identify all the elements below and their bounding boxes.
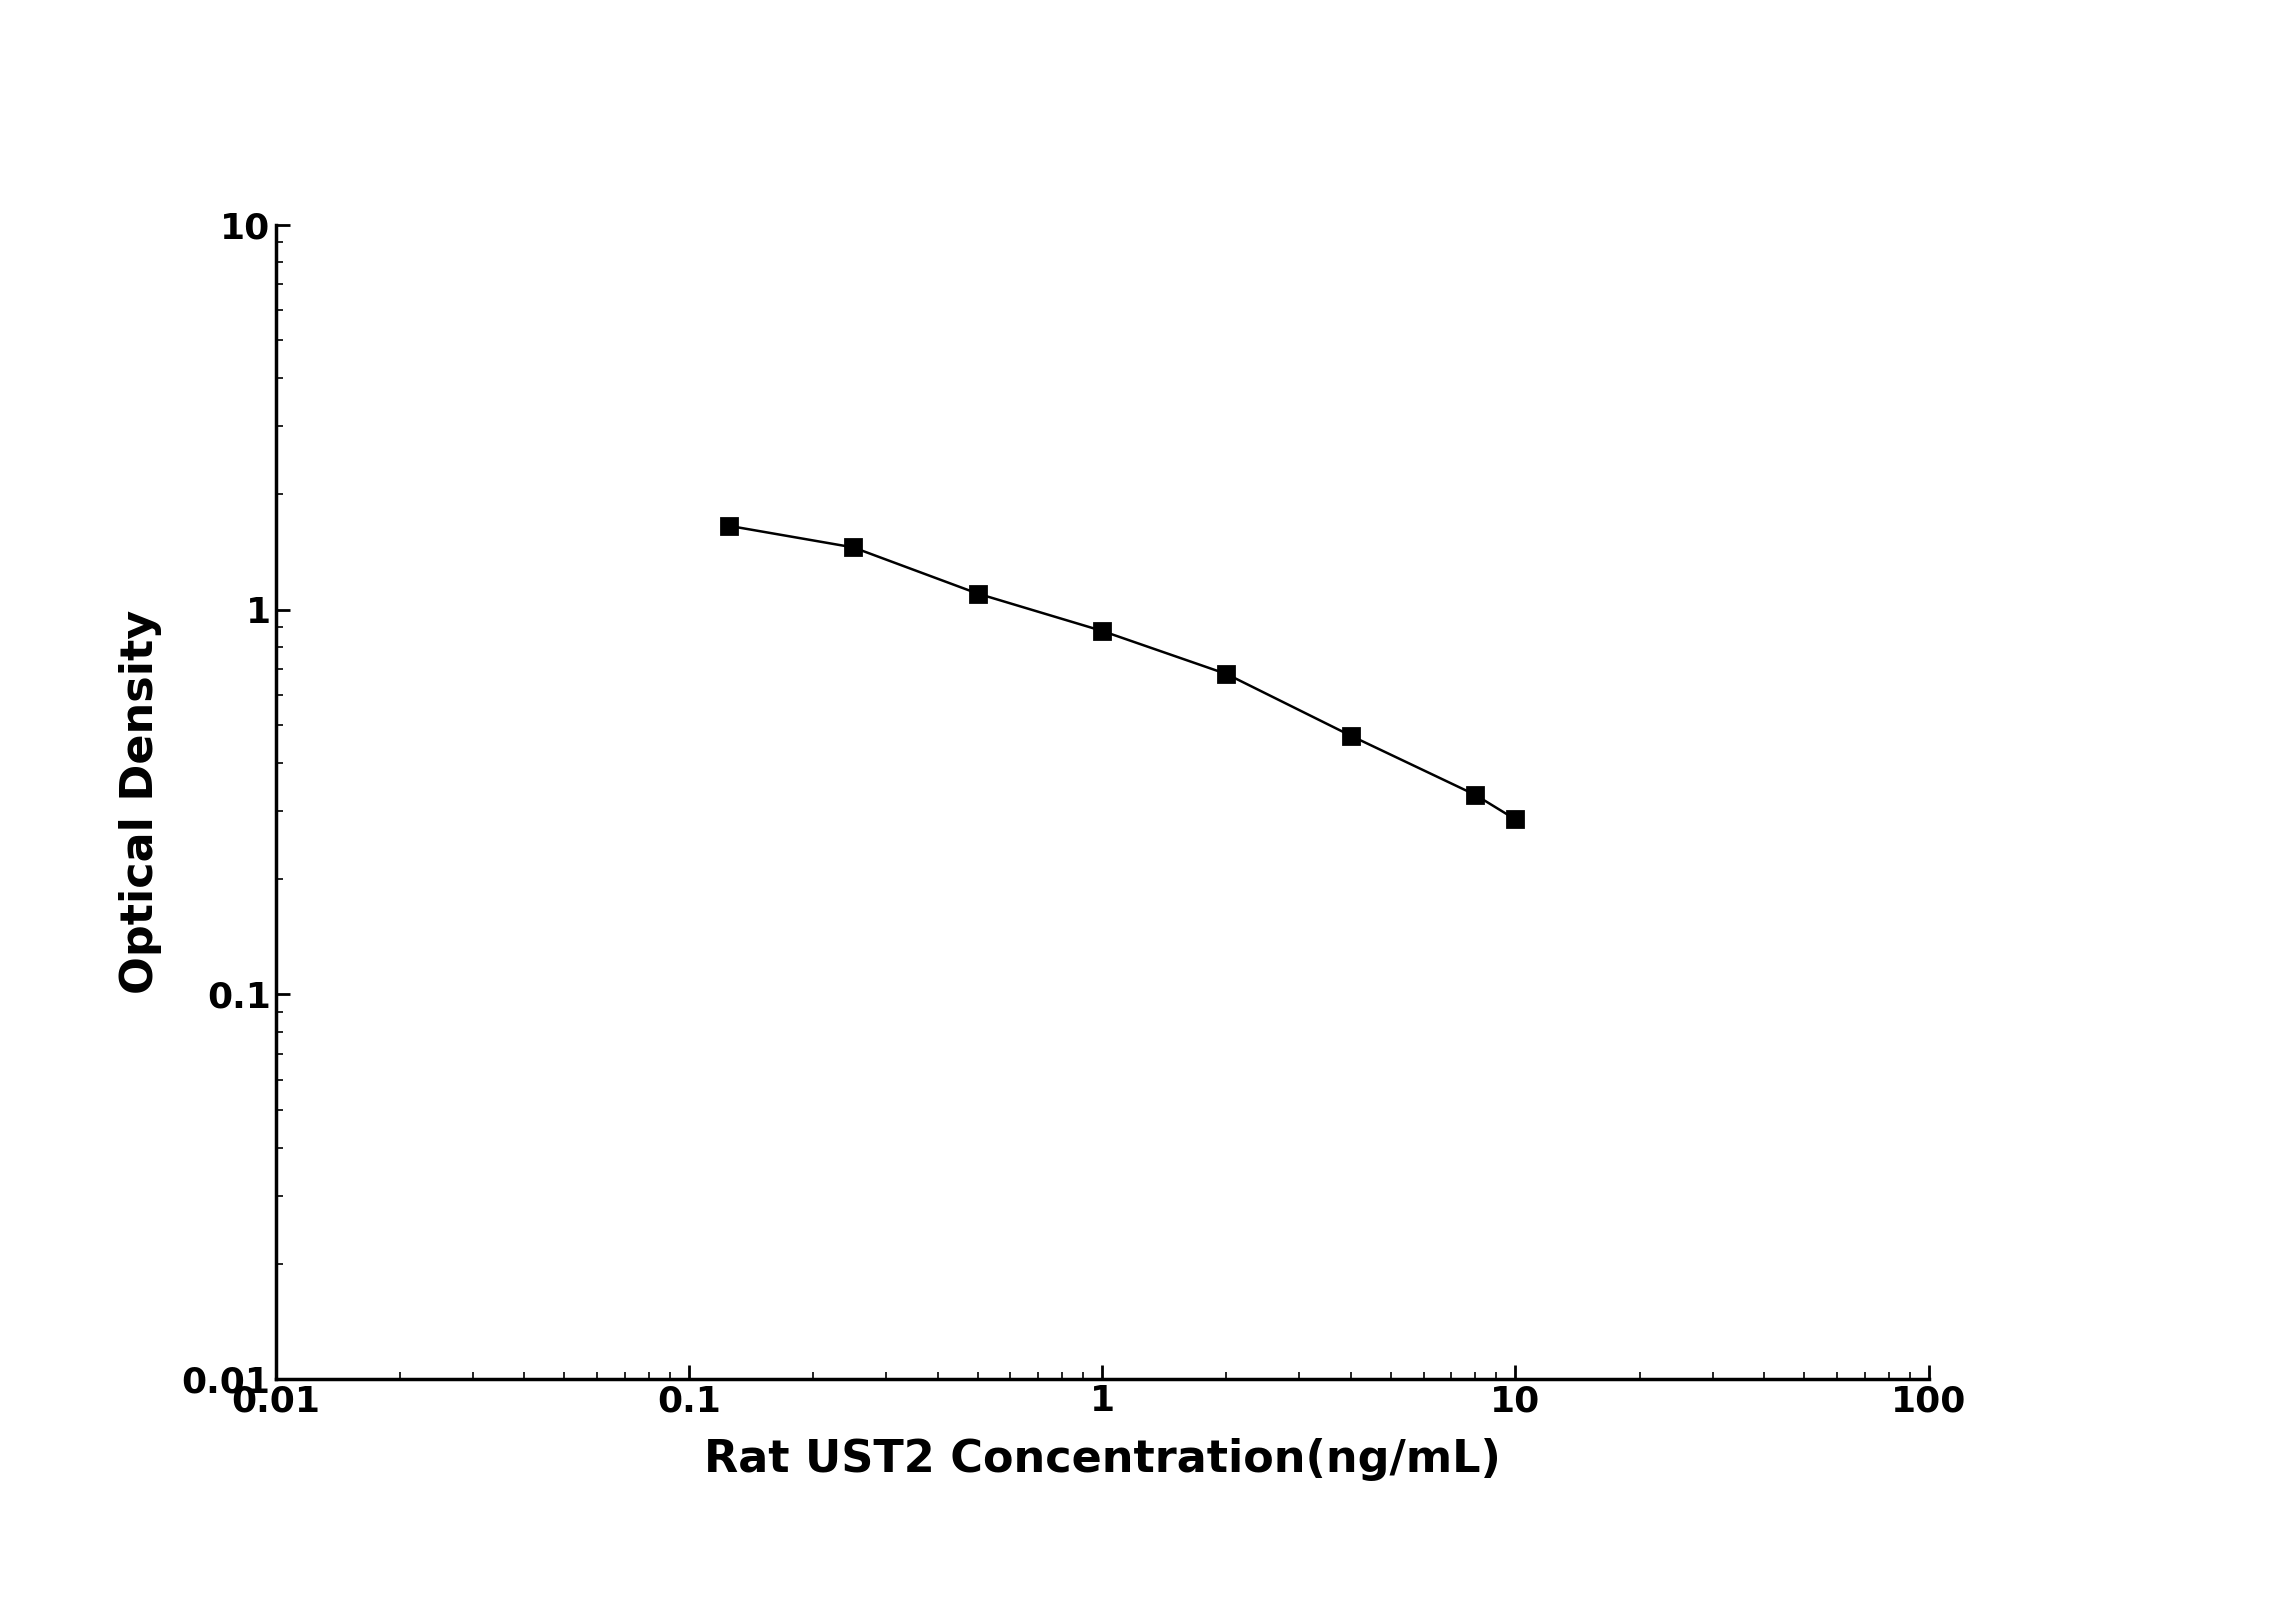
Y-axis label: Optical Density: Optical Density [119,610,163,994]
X-axis label: Rat UST2 Concentration(ng/mL): Rat UST2 Concentration(ng/mL) [703,1437,1502,1480]
